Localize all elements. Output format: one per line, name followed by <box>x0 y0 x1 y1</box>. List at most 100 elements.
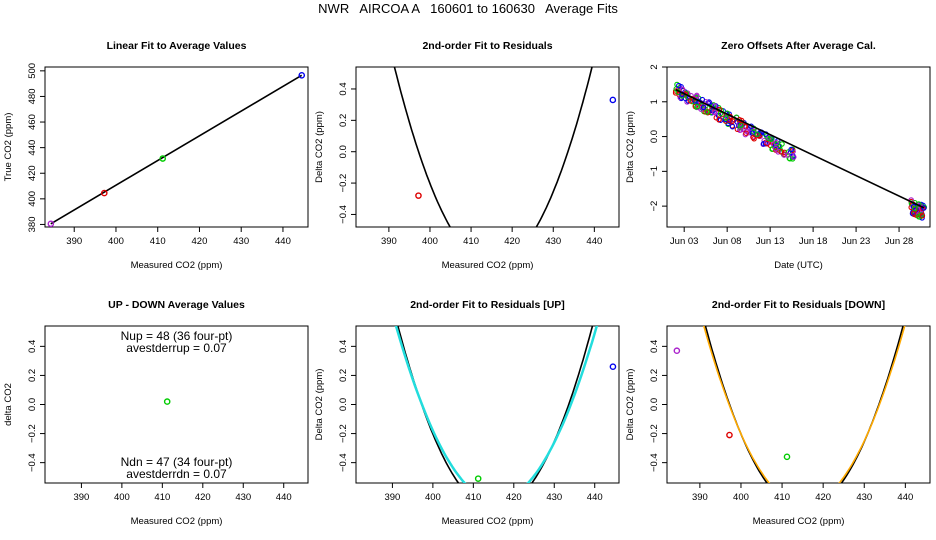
y-axis-label: True CO2 (ppm) <box>3 113 14 182</box>
x-tick-label: 390 <box>381 236 397 247</box>
plot-area <box>673 326 906 483</box>
x-tick-label: 390 <box>384 492 400 503</box>
cluster-point <box>676 82 682 89</box>
cluster-point <box>673 86 679 92</box>
cluster-point <box>754 131 760 137</box>
x-tick-label: 430 <box>545 236 561 247</box>
x-tick-label: 440 <box>586 236 602 247</box>
cluster-point <box>773 139 779 146</box>
annotation-text: Ndn = 47 (34 four-pt) <box>121 455 233 469</box>
data-point-green <box>163 398 171 405</box>
x-tick-label: 420 <box>504 236 520 247</box>
y-tick-label: −0.2 <box>649 424 660 443</box>
x-tick-label: Jun 28 <box>885 236 914 247</box>
annotation-text: avestderrdn = 0.07 <box>126 467 227 481</box>
chart-title: 2nd-order Fit to Residuals <box>422 40 552 52</box>
plot-area <box>672 81 928 221</box>
x-tick-label: 400 <box>108 236 124 247</box>
y-tick-label: 0.2 <box>27 369 38 382</box>
plot-area <box>47 72 306 227</box>
cluster-point <box>704 109 710 115</box>
data-point-blue <box>609 96 617 104</box>
cluster-point <box>740 126 747 133</box>
fit-line <box>675 88 925 209</box>
cluster-point <box>775 149 781 155</box>
y-tick-label: −1 <box>649 166 660 177</box>
x-tick-label: 400 <box>733 492 749 503</box>
cluster-point <box>778 149 784 155</box>
fit-line <box>50 74 303 225</box>
cluster-point <box>919 215 925 221</box>
y-tick-label: 0.0 <box>649 130 660 143</box>
y-tick-label: −0.4 <box>338 205 349 224</box>
y-tick-label: 460 <box>27 114 38 130</box>
chart-title: Linear Fit to Average Values <box>107 40 247 52</box>
y-tick-label: 400 <box>27 191 38 207</box>
cluster-point <box>788 146 794 153</box>
annotation-text: avestderrup = 0.07 <box>126 341 227 355</box>
x-tick-label: 430 <box>233 236 249 247</box>
plot-area <box>393 67 617 227</box>
data-point-red <box>100 189 108 197</box>
x-tick-label: 420 <box>815 492 831 503</box>
cluster-point <box>738 122 744 129</box>
cluster-point <box>784 152 791 158</box>
x-tick-label: 440 <box>587 492 603 503</box>
y-tick-label: −0.4 <box>338 453 349 472</box>
plot-area <box>163 398 171 405</box>
x-tick-label: Jun 03 <box>670 236 699 247</box>
cluster-point <box>729 118 736 124</box>
chart-p4: UP - DOWN Average Values 390 400 410 420 430 4… <box>3 299 309 527</box>
y-tick-label: 2 <box>649 64 660 69</box>
cluster-point <box>750 134 756 141</box>
x-tick-label: 390 <box>66 236 82 247</box>
plot-frame <box>44 66 309 228</box>
x-tick-label: Jun 13 <box>756 236 785 247</box>
cluster-point <box>700 104 707 111</box>
chart-p3: Zero Offsets After Average Cal. Jun 03 Jun… <box>625 40 931 271</box>
annotation-text: Nup = 48 (36 four-pt) <box>121 329 233 343</box>
x-axis-label: Measured CO2 (ppm) <box>442 516 534 527</box>
y-tick-label: 0.2 <box>338 114 349 127</box>
x-tick-label: 400 <box>114 492 130 503</box>
y-tick-label: 0.4 <box>338 340 349 353</box>
fit-curve-black <box>397 326 594 483</box>
y-tick-label: 420 <box>27 165 38 181</box>
x-tick-label: 420 <box>506 492 522 503</box>
y-tick-label: −0.4 <box>27 453 38 472</box>
x-axis-label: Measured CO2 (ppm) <box>131 260 223 271</box>
y-tick-label: 0.0 <box>338 398 349 411</box>
x-tick-label: 410 <box>150 236 166 247</box>
cluster-point <box>911 205 918 212</box>
y-tick-label: 0.0 <box>649 398 660 411</box>
y-tick-label: 440 <box>27 140 38 156</box>
cluster-point <box>769 146 775 152</box>
y-tick-label: 0.4 <box>338 82 349 95</box>
y-tick-label: 0.2 <box>649 369 660 382</box>
y-tick-label: 0.0 <box>27 398 38 411</box>
y-tick-label: 0.4 <box>649 340 660 353</box>
data-point-blue <box>298 72 306 79</box>
y-tick-label: 480 <box>27 89 38 105</box>
x-tick-label: 430 <box>235 492 251 503</box>
cluster-point <box>723 115 729 121</box>
y-tick-label: 500 <box>27 63 38 79</box>
cluster-point <box>706 99 712 105</box>
y-tick-label: −2 <box>649 201 660 212</box>
x-tick-label: 440 <box>897 492 913 503</box>
x-tick-label: 420 <box>192 236 208 247</box>
cluster-point <box>694 103 700 110</box>
x-tick-label: 440 <box>276 492 292 503</box>
chart-p6: 2nd-order Fit to Residuals [DOWN] 390 400 4… <box>625 299 931 527</box>
fit-curve-cyan <box>394 326 599 483</box>
x-tick-label: 440 <box>275 236 291 247</box>
data-point-green <box>159 155 167 162</box>
data-point-blue <box>609 363 617 371</box>
y-axis-label: Delta CO2 (ppm) <box>314 369 325 441</box>
x-axis-label: Measured CO2 (ppm) <box>131 516 223 527</box>
x-tick-label: 430 <box>546 492 562 503</box>
cluster-point <box>712 109 718 116</box>
x-axis-label: Measured CO2 (ppm) <box>442 260 534 271</box>
data-point-red <box>415 192 422 199</box>
